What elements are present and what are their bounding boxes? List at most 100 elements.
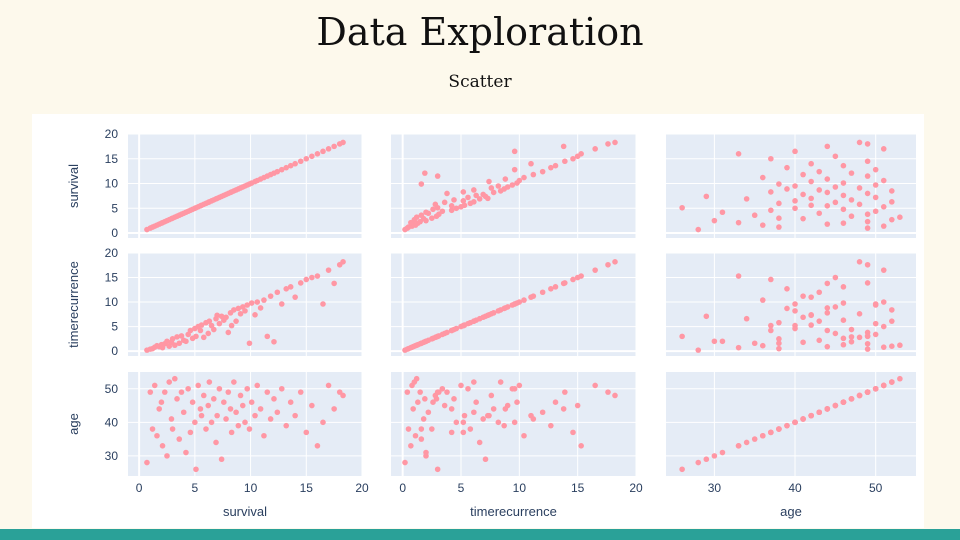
x-tick-label: 30 — [708, 481, 722, 495]
scatter-point — [695, 459, 702, 466]
scatter-point — [889, 343, 895, 349]
scatter-point — [172, 342, 178, 349]
scatter-point — [303, 276, 310, 283]
scatter-point — [897, 342, 903, 349]
scatter-point — [206, 318, 213, 324]
scatter-point — [768, 327, 774, 334]
scatter-point — [320, 301, 326, 307]
x-tick-label: 20 — [629, 481, 643, 495]
scatter-point — [178, 333, 185, 339]
scatter-point — [776, 426, 782, 432]
y-tick-label: 5 — [111, 320, 118, 334]
scatter-point — [605, 389, 611, 395]
scatter-point — [423, 449, 429, 456]
scatter-point — [719, 338, 726, 345]
scatter-point — [776, 215, 782, 221]
scatter-point — [509, 182, 516, 188]
scatter-point — [792, 205, 798, 212]
scatter-point — [244, 302, 251, 308]
scatter-point — [800, 171, 806, 178]
scatter-point — [848, 396, 855, 402]
scatter-point — [808, 160, 814, 167]
scatter-point — [261, 297, 267, 303]
scatter-point — [864, 225, 871, 231]
scatter-point — [448, 203, 455, 209]
scatter-point — [768, 207, 774, 214]
scatter-point — [816, 210, 823, 217]
scatter-point — [605, 261, 611, 268]
scatter-point — [189, 399, 196, 405]
scatter-point — [768, 155, 774, 162]
scatter-point — [147, 389, 154, 395]
scatter-point — [824, 221, 831, 227]
x-axis-label: survival — [223, 504, 267, 519]
scatter-point — [325, 267, 332, 273]
scatter-point — [574, 402, 581, 409]
scatter-point — [278, 166, 285, 173]
scatter-point — [208, 419, 215, 426]
scatter-point — [792, 148, 798, 155]
scatter-point — [511, 385, 518, 392]
scatter-point — [254, 382, 261, 389]
scatter-point — [216, 320, 223, 327]
scatter-point — [792, 183, 798, 189]
scatter-point — [552, 399, 559, 405]
scatter-point — [434, 466, 441, 473]
scatter-point — [159, 443, 166, 449]
scatter-point — [423, 209, 429, 216]
scatter-point — [759, 432, 766, 439]
scatter-point — [164, 338, 170, 345]
scatter-point — [864, 261, 871, 268]
scatter-point — [816, 289, 823, 296]
scatter-point — [856, 311, 863, 317]
scatter-point — [274, 409, 281, 416]
y-axis-label: age — [66, 413, 81, 435]
scatter-point — [735, 273, 742, 279]
scatter-point — [792, 308, 798, 314]
scatter-point — [235, 422, 242, 429]
scatter-point — [292, 160, 298, 167]
y-tick-label: 0 — [111, 226, 118, 240]
scatter-point — [840, 192, 847, 199]
scatter-point — [422, 170, 428, 176]
scatter-point — [501, 422, 507, 429]
scatter-point — [267, 293, 274, 299]
scatter-point — [287, 284, 294, 290]
scatter-point — [461, 202, 468, 209]
scatter-point — [331, 280, 337, 287]
scatter-point — [768, 322, 774, 329]
scatter-point — [221, 399, 227, 405]
scatter-point — [413, 375, 420, 382]
scatter-point — [158, 399, 165, 405]
scatter-point — [880, 177, 887, 184]
scatter-point — [864, 190, 871, 197]
scatter-point — [497, 379, 504, 385]
scatter-point — [264, 333, 271, 340]
scatter-point — [451, 197, 457, 203]
scatter-point — [800, 293, 806, 299]
scatter-point — [528, 294, 534, 300]
scatter-point — [200, 334, 207, 341]
scatter-point — [495, 183, 502, 189]
scatter-point — [578, 443, 584, 449]
scatter-point — [880, 267, 887, 273]
scatter-point — [180, 409, 187, 416]
scatter-point — [695, 347, 702, 353]
scatter-point — [776, 336, 782, 342]
scatter-point — [168, 416, 175, 422]
scatter-point — [832, 304, 839, 310]
scatter-point — [198, 412, 205, 419]
scatter-point — [776, 340, 782, 347]
y-axis-label: timerecurrence — [66, 261, 81, 348]
scatter-point — [309, 153, 315, 160]
scatter-point — [451, 326, 457, 333]
scatter-point — [178, 389, 185, 395]
scatter-point — [453, 419, 460, 426]
footer-bar — [0, 529, 960, 540]
scatter-point — [239, 402, 246, 409]
scatter-point — [612, 259, 618, 265]
scatter-point — [486, 178, 492, 185]
scatter-point — [824, 305, 831, 311]
scatter-point — [832, 184, 839, 190]
scatter-point — [495, 308, 502, 314]
